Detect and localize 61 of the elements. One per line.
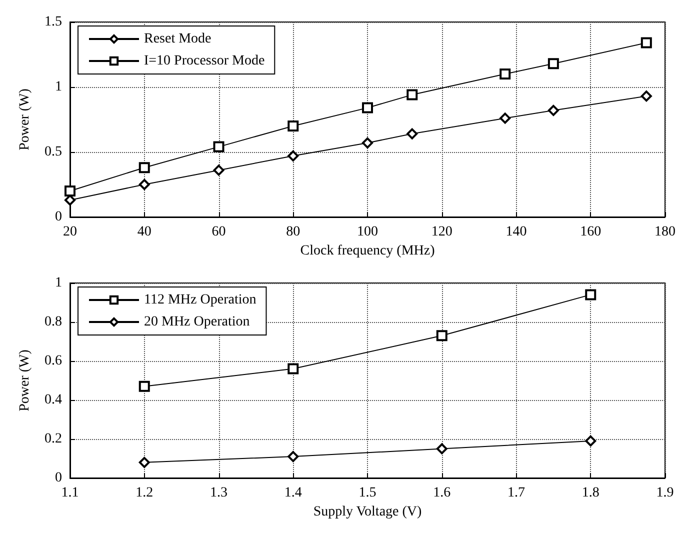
point — [288, 363, 299, 374]
x-tick-label: 1.2 — [136, 486, 154, 500]
x-tick-label: 1.4 — [284, 486, 302, 500]
x-tick-label: 1.1 — [61, 486, 79, 500]
x-tick-label: 120 — [431, 224, 452, 240]
legend-label: I=10 Processor Mode — [144, 54, 265, 68]
point — [585, 435, 596, 446]
x-tick-label: 1.7 — [508, 486, 525, 500]
point — [288, 120, 299, 132]
x-tick-label: 60 — [212, 224, 226, 240]
point — [640, 37, 652, 48]
point — [500, 68, 511, 80]
point — [213, 164, 224, 176]
x-tick-label: 180 — [654, 224, 676, 240]
y-tick-label: 1 — [55, 276, 62, 290]
y-tick-label: 1.5 — [44, 14, 62, 30]
y-tick-label: 0.2 — [44, 432, 62, 446]
y-tick-label: 0.6 — [44, 354, 62, 368]
x-tick-label: 80 — [286, 224, 300, 240]
y-tick-label: 1 — [55, 80, 62, 94]
x-tick-label: 1.6 — [433, 486, 451, 500]
x-tick-label: 40 — [137, 224, 152, 240]
point — [585, 289, 596, 300]
point — [213, 141, 224, 152]
legend-label: 20 MHz Operation — [144, 314, 250, 330]
y-tick-label: 0.5 — [44, 144, 62, 160]
x-tick-label: 140 — [506, 224, 527, 240]
y-tick-label: 0.4 — [44, 392, 62, 408]
x-tick-label: 1.3 — [210, 486, 228, 500]
x-tick-label: 160 — [580, 224, 602, 240]
legend-label: 112 MHz Operation — [144, 292, 256, 308]
point — [548, 58, 559, 70]
point — [500, 112, 511, 124]
x-tick-label: 100 — [357, 224, 378, 240]
y-axis-title: Power (W) — [18, 88, 32, 150]
point — [640, 90, 652, 102]
point — [362, 102, 373, 114]
point — [138, 380, 150, 392]
point — [138, 162, 150, 174]
y-tick-label: 0 — [55, 210, 62, 224]
point — [64, 186, 76, 196]
point — [362, 137, 373, 148]
point — [548, 104, 559, 116]
x-tick-label: 1.5 — [358, 486, 376, 500]
x-axis-title: Supply Voltage (V) — [313, 504, 422, 520]
point — [138, 179, 150, 190]
x-tick-label: 1.8 — [582, 486, 600, 500]
y-tick-label: 0.8 — [44, 314, 62, 330]
x-tick-label: 20 — [63, 224, 77, 240]
y-axis-title: Power (W) — [18, 349, 32, 412]
point — [436, 443, 448, 454]
x-axis-title: Clock frequency (MHz) — [300, 243, 436, 258]
point — [436, 330, 448, 342]
legend-label: Reset Mode — [144, 32, 212, 46]
point — [406, 89, 418, 100]
y-tick-label: 0 — [55, 470, 62, 486]
point — [288, 451, 299, 462]
point — [288, 150, 299, 162]
point — [138, 456, 150, 468]
point — [406, 128, 418, 140]
x-tick-label: 1.9 — [656, 486, 674, 500]
